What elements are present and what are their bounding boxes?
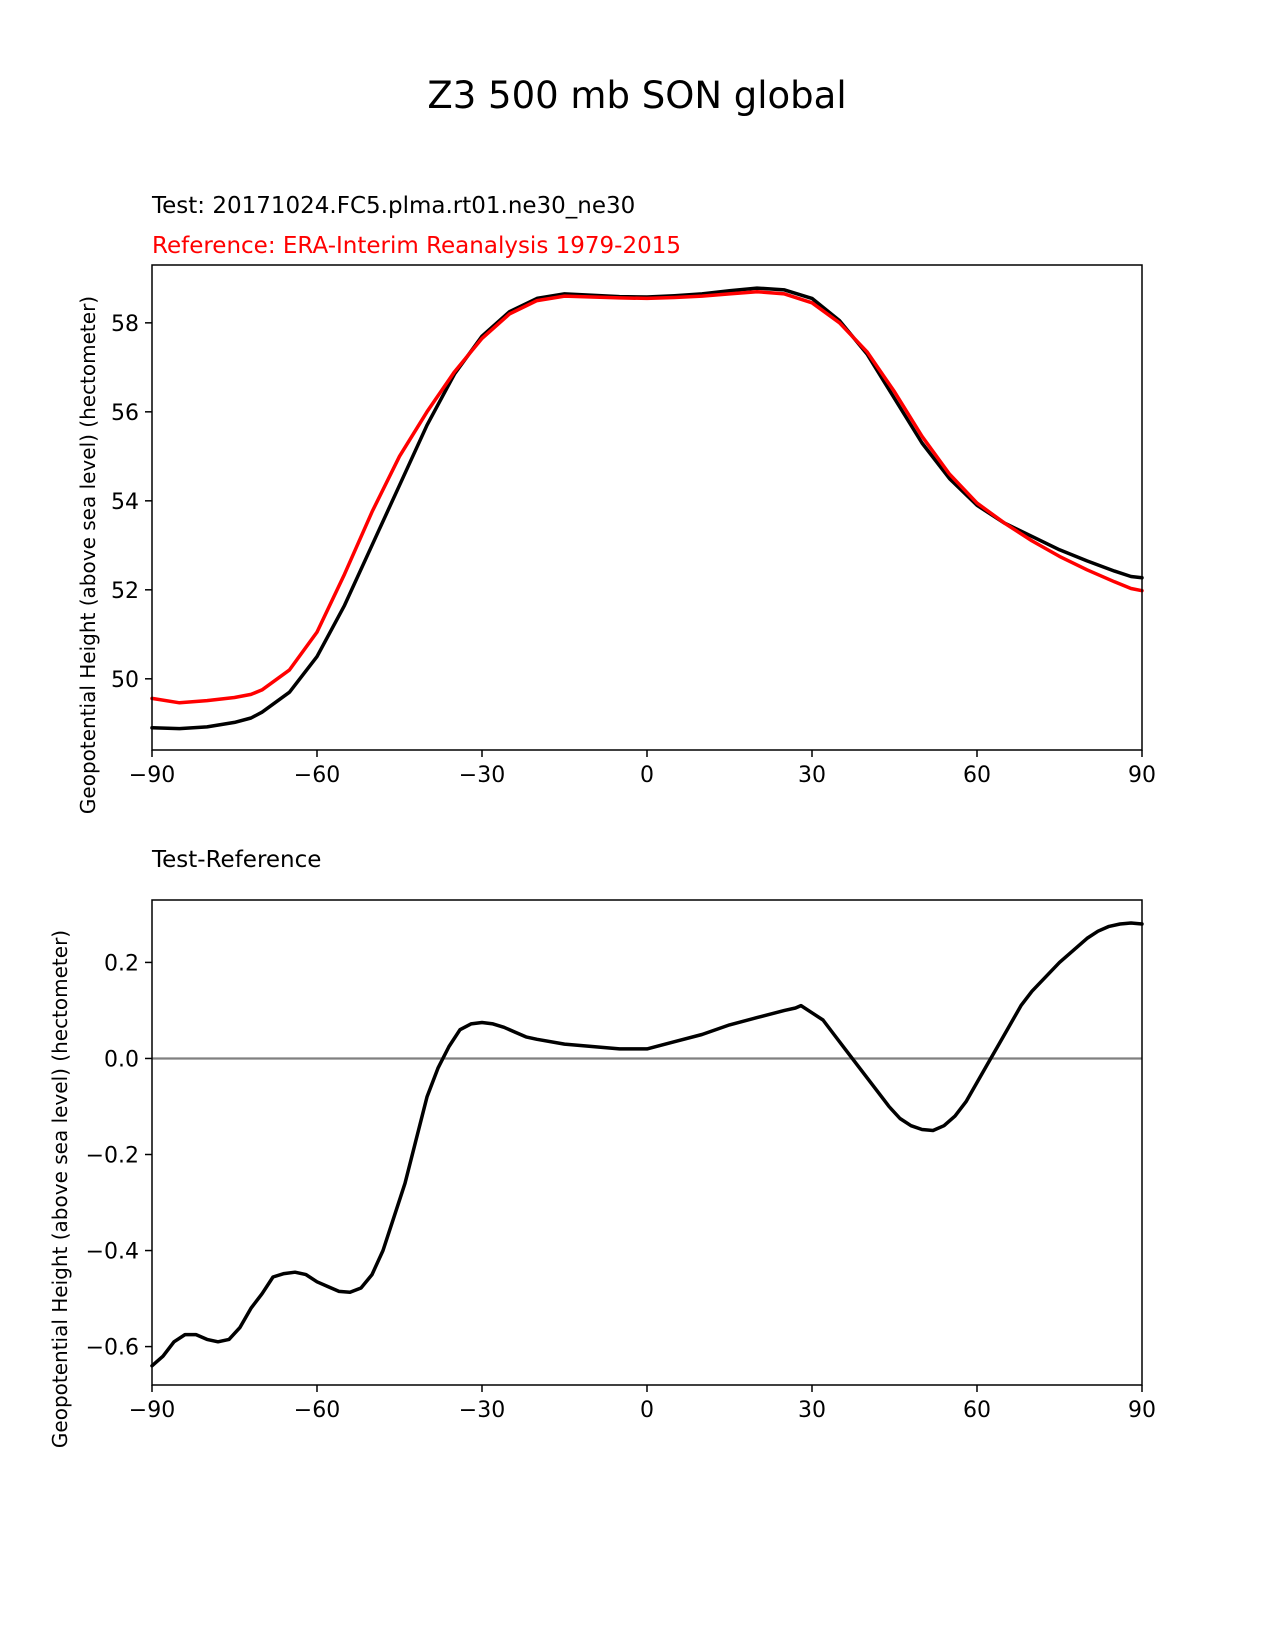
bottom-x-tick-label: 30: [798, 1398, 826, 1423]
bottom-x-tick-label: −90: [129, 1398, 175, 1423]
bottom-y-tick-label: 0.2: [104, 951, 139, 976]
top-x-tick-label: 0: [640, 763, 654, 788]
top-x-tick-label: 60: [963, 763, 991, 788]
top-x-tick-label: 90: [1128, 763, 1156, 788]
bottom-axes-frame: [151, 899, 1143, 1386]
bottom-series-test-reference-line: [150, 921, 1144, 1368]
top-series-reference-line: [150, 289, 1144, 705]
top-chart-reference-title: Reference: ERA-Interim Reanalysis 1979-2…: [152, 233, 681, 259]
top-x-tick-label: −30: [459, 763, 505, 788]
bottom-x-tick-label: 0: [640, 1398, 654, 1423]
bottom-y-tick-label: −0.4: [86, 1240, 139, 1265]
bottom-x-tick-label: 90: [1128, 1398, 1156, 1423]
bottom-y-tick-label: 0.0: [104, 1047, 139, 1072]
top-x-tick-label: 30: [798, 763, 826, 788]
bottom-y-tick-label: −0.2: [86, 1144, 139, 1169]
top-series-test-line: [150, 286, 1144, 731]
bottom-difference-chart: Test-Reference Geopotential Height (abov…: [48, 847, 1156, 1448]
top-x-tick-label: −60: [294, 763, 340, 788]
top-y-tick-label: 54: [111, 490, 139, 515]
top-y-tick-label: 50: [111, 668, 139, 693]
top-line-chart: Test: 20171024.FC5.plma.rt01.ne30_ne30 R…: [76, 193, 1156, 814]
bottom-x-tick-label: 60: [963, 1398, 991, 1423]
bottom-x-tick-label: −30: [459, 1398, 505, 1423]
bottom-x-tick-label: −60: [294, 1398, 340, 1423]
top-chart-y-axis-label: Geopotential Height (above sea level) (h…: [76, 296, 100, 814]
bottom-chart-title: Test-Reference: [151, 847, 321, 873]
bottom-chart-y-axis-label: Geopotential Height (above sea level) (h…: [48, 930, 72, 1448]
top-y-tick-label: 56: [111, 401, 139, 426]
figure-title: Z3 500 mb SON global: [427, 74, 846, 117]
top-y-tick-label: 58: [111, 312, 139, 337]
bottom-y-tick-label: −0.6: [86, 1336, 139, 1361]
top-chart-test-title: Test: 20171024.FC5.plma.rt01.ne30_ne30: [151, 193, 635, 219]
top-x-tick-label: −90: [129, 763, 175, 788]
top-y-tick-label: 52: [111, 579, 139, 604]
